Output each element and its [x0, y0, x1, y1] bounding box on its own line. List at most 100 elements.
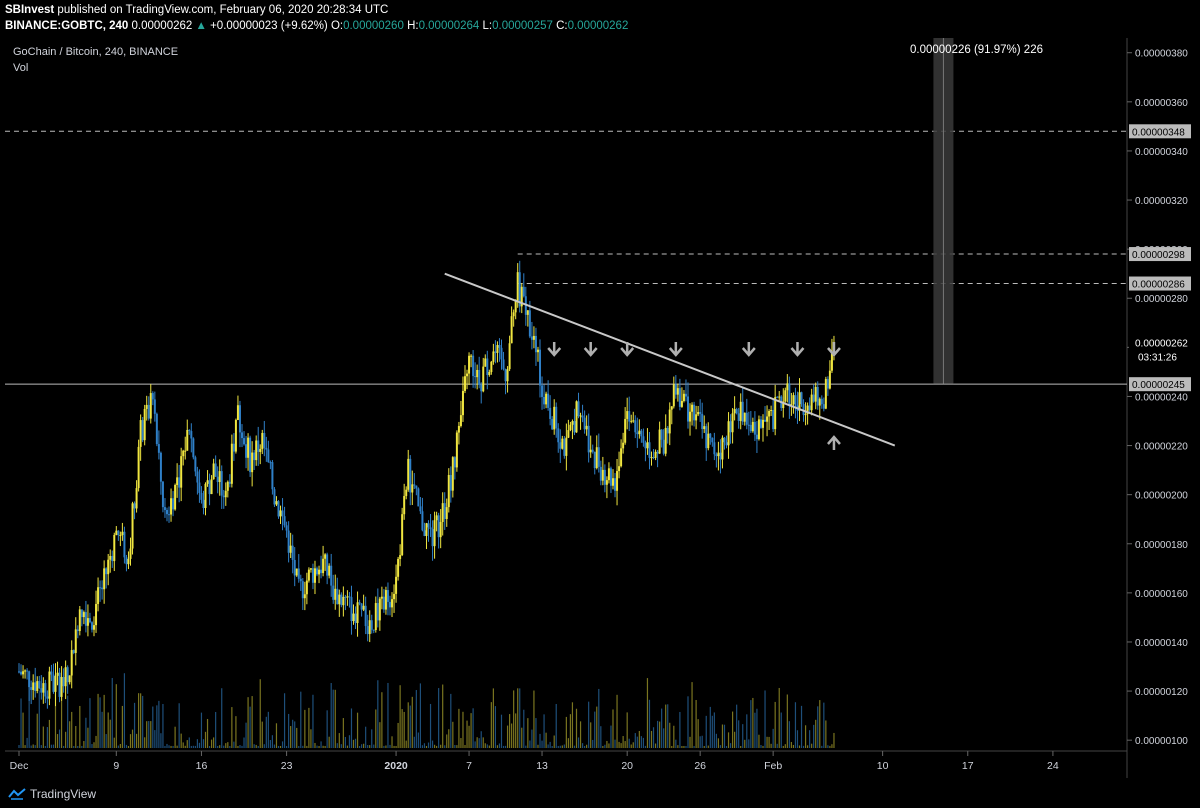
volume-bar: [689, 736, 691, 748]
close-value: 0.00000262: [567, 20, 629, 32]
candle-body: [198, 482, 201, 493]
volume-bar: [697, 719, 699, 748]
time-tick-label: 20: [621, 760, 633, 772]
symbol-label: BINANCE:GOBTC, 240: [5, 20, 129, 32]
volume-bar: [827, 745, 829, 748]
candle-body: [455, 432, 458, 468]
candle-body: [682, 393, 685, 401]
volume-bar: [166, 743, 168, 748]
measure-tool[interactable]: [933, 38, 954, 385]
candle-body: [439, 521, 442, 538]
volume-bar: [306, 745, 308, 748]
candle-body: [632, 420, 635, 422]
footer: TradingView: [0, 780, 1200, 808]
candle-body: [243, 438, 246, 445]
volume-bar: [417, 732, 419, 748]
candle-body: [78, 609, 81, 632]
price-axis[interactable]: 0.00000380 0.00000360 0.00000340 0.00000320…: [1127, 49, 1191, 747]
candle-body: [70, 650, 73, 676]
volume-bar: [156, 705, 158, 748]
volume-bar: [436, 745, 438, 748]
candle-body: [451, 457, 454, 491]
candle-body: [265, 447, 268, 450]
volume-bar: [288, 713, 290, 748]
volume-bar: [525, 745, 527, 748]
volume-bar: [60, 684, 63, 748]
volume-bar: [565, 716, 567, 748]
volume-bar: [192, 745, 194, 748]
volume-bar: [523, 709, 525, 748]
volume-bar: [644, 745, 647, 748]
tradingview-brand[interactable]: TradingView: [30, 787, 97, 801]
volume-bar: [277, 745, 280, 748]
volume-bar: [140, 693, 142, 748]
candle-body: [620, 448, 623, 467]
publish-info: SBInvest published on TradingView.com, F…: [5, 4, 388, 16]
candle-body: [741, 401, 744, 422]
candle-body: [788, 383, 791, 406]
volume-bar: [768, 736, 770, 748]
candle-body: [701, 413, 704, 430]
candle-body: [99, 587, 102, 589]
volume-bar: [324, 745, 326, 748]
price-chart[interactable]: 0.00000380 0.00000360 0.00000340 0.00000320…: [5, 38, 1200, 778]
volume-bar: [776, 743, 778, 748]
candle-body: [38, 681, 41, 689]
volume-bar: [411, 696, 413, 748]
volume-bar: [659, 721, 661, 748]
level-price-tag: [1129, 377, 1191, 392]
candle-body: [774, 397, 777, 430]
candle-body: [539, 349, 542, 386]
level-price-label: 0.00000286: [1132, 280, 1185, 291]
candle-body: [417, 488, 420, 507]
candle-body: [119, 535, 122, 537]
volume-bar: [109, 719, 111, 748]
time-tick-label: 9: [113, 760, 119, 772]
volume-bar: [529, 740, 531, 748]
volume-bar: [478, 738, 480, 748]
candle-body: [711, 437, 714, 443]
volume-bar: [188, 737, 190, 748]
volume-bar: [452, 721, 454, 748]
candle-body: [470, 355, 473, 357]
volume-bar: [600, 726, 602, 748]
candle-body: [680, 400, 683, 407]
candle-body: [447, 474, 450, 508]
volume-bar: [819, 700, 821, 748]
candle-body: [340, 594, 343, 606]
volume-bar: [667, 704, 669, 748]
candle-body: [435, 515, 438, 521]
legend-title: GoChain / Bitcoin, 240, BINANCE: [13, 46, 178, 58]
time-axis[interactable]: Dec 9 16 23 2020 7 13 20 26 Feb 10 17 24: [10, 751, 1059, 772]
candle-body: [575, 401, 578, 433]
volume-bar: [346, 745, 349, 748]
volume-bar: [340, 744, 342, 748]
volume-bar: [515, 713, 517, 748]
published-text: published on TradingView.com, February 0…: [57, 4, 389, 16]
volume-bar: [701, 735, 703, 748]
chart-area[interactable]: 0.00000380 0.00000360 0.00000340 0.00000320…: [5, 38, 1200, 778]
candle-body: [719, 452, 722, 460]
volume-bar: [73, 745, 75, 748]
candle-body: [204, 483, 207, 509]
candle-body: [332, 585, 335, 600]
candle-body: [26, 670, 29, 672]
publisher-name[interactable]: SBInvest: [5, 4, 55, 16]
volume-bar: [235, 716, 237, 748]
candle-body: [415, 485, 418, 489]
volume-bar: [99, 697, 101, 748]
volume-bar: [348, 735, 351, 748]
candle-body: [125, 557, 128, 565]
plot-background[interactable]: [5, 38, 1125, 750]
candle-body: [165, 509, 168, 515]
volume-bar: [504, 745, 507, 748]
candle-body: [212, 463, 215, 480]
volume-bar: [506, 725, 509, 748]
volume-bar: [780, 712, 782, 748]
open-label: O:: [330, 20, 344, 32]
volume-bar: [535, 718, 537, 748]
volume-bar: [553, 735, 555, 748]
volume-bar: [225, 743, 227, 748]
volume-bar: [219, 745, 221, 748]
tradingview-logo-icon[interactable]: [8, 788, 26, 800]
